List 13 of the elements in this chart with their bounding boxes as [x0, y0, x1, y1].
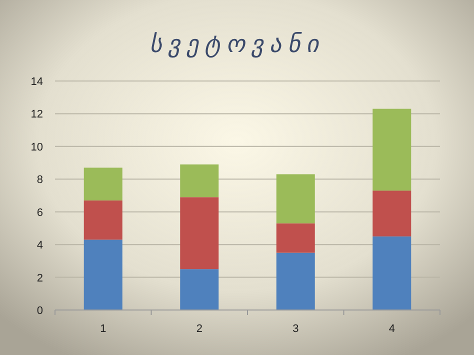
chart-title: სვეტოვანი [149, 30, 325, 58]
y-tick-label: 10 [30, 141, 43, 154]
y-tick-label: 12 [30, 108, 43, 121]
y-tick-label: 14 [30, 76, 43, 88]
y-tick-label: 0 [36, 305, 43, 317]
x-tick-label: 2 [196, 323, 202, 335]
x-tick-label: 1 [100, 323, 106, 335]
x-tick-label: 3 [292, 323, 299, 335]
y-tick-label: 8 [36, 174, 43, 186]
x-tick-label: 4 [388, 323, 395, 335]
y-tick-label: 4 [36, 240, 43, 252]
y-tick-label: 2 [36, 272, 43, 284]
y-tick-label: 6 [36, 206, 43, 219]
